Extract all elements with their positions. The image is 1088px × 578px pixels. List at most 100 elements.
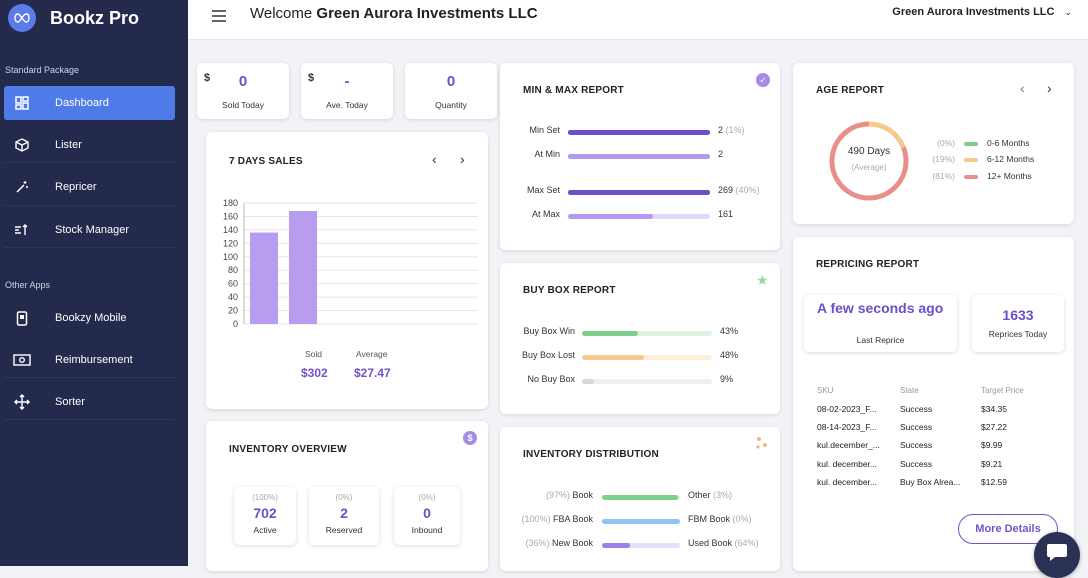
row-label: At Max — [531, 209, 560, 219]
y-tick-label: 160 — [223, 211, 238, 221]
card-title: BUY BOX REPORT — [523, 285, 616, 296]
repricing-report-card: REPRICING REPORT A few seconds ago Last … — [793, 237, 1074, 571]
dollar-icon: $ — [463, 431, 477, 445]
legend-swatch — [964, 175, 978, 179]
bar-fill — [568, 190, 710, 195]
table-cell: 08-02-2023_F... — [817, 404, 877, 414]
min-max-report-card: MIN & MAX REPORT ✓ Min Set 2 (1%) At Min 2 M… — [500, 63, 780, 250]
chat-button[interactable] — [1034, 532, 1080, 578]
legend-pct: (0%) — [937, 138, 955, 148]
table-cell: Buy Box Alrea... — [900, 476, 961, 487]
sidebar-item-lister[interactable]: Lister — [4, 128, 175, 162]
bar-fill — [582, 331, 638, 336]
sidebar-item-repricer[interactable]: Repricer — [4, 170, 175, 204]
last-reprice-value: A few seconds ago — [817, 300, 944, 316]
bar-track — [568, 154, 710, 159]
box-pct: (0%) — [418, 493, 436, 502]
bar-track — [582, 355, 712, 360]
divider — [4, 205, 175, 206]
account-dropdown[interactable]: Green Aurora Investments LLC ⌄ — [892, 6, 1072, 18]
card-title: 7 DAYS SALES — [229, 156, 303, 167]
box-pct: (0%) — [335, 493, 353, 502]
reprices-today-label: Reprices Today — [988, 329, 1048, 339]
dist-left-label: (97%) Book — [500, 490, 593, 500]
stat-ave-today: $ - Ave. Today — [301, 63, 393, 119]
y-tick-label: 20 — [228, 306, 238, 316]
table-header: State — [900, 386, 919, 395]
dist-right-label: FBM Book (0%) — [688, 514, 752, 524]
box-value: 0 — [423, 505, 431, 521]
row-value-number: 2 — [718, 149, 724, 159]
bar-track — [582, 331, 712, 336]
sales-bar-chart: 0 20 40 60 80 100 120 140 160 180 — [223, 198, 478, 329]
last-reprice-box: A few seconds ago Last Reprice — [804, 295, 957, 352]
card-title: REPRICING REPORT — [816, 259, 920, 270]
chevron-right-icon[interactable]: › — [1047, 80, 1052, 96]
sales-bar — [289, 211, 317, 324]
box-icon — [12, 138, 32, 152]
bar-fill — [602, 495, 678, 500]
table-cell: Success — [900, 422, 933, 433]
currency-symbol: $ — [204, 72, 211, 84]
legend-label: 6-12 Months — [987, 154, 1035, 164]
bar-fill — [582, 355, 645, 360]
y-tick-label: 60 — [228, 279, 238, 289]
card-title: INVENTORY OVERVIEW — [229, 444, 347, 455]
app-name: Bookz Pro — [50, 7, 140, 28]
row-value: 43% — [720, 326, 739, 336]
seven-days-sales-card: 7 DAYS SALES ‹ › 0 20 40 60 80 100 120 140 160 18… — [206, 132, 488, 409]
arrows-icon — [12, 394, 32, 410]
dist-right-label: Other (3%) — [688, 490, 732, 500]
divider — [4, 162, 175, 163]
donut-slice — [829, 121, 909, 201]
sidebar-item-bookzy-mobile[interactable]: Bookzy Mobile — [4, 301, 175, 335]
section-label-standard: Standard Package — [5, 65, 80, 75]
card-title: AGE REPORT — [816, 85, 885, 96]
chevron-right-icon[interactable]: › — [460, 151, 465, 167]
row-value: 9% — [720, 374, 734, 384]
table-cell: $27.22 — [981, 422, 1007, 433]
row-label: No Buy Box — [527, 374, 575, 384]
inventory-distribution-card: INVENTORY DISTRIBUTION (97%) Book Other (… — [500, 427, 780, 571]
chevron-left-icon[interactable]: ‹ — [432, 151, 437, 167]
divider — [4, 377, 175, 378]
bar-fill — [602, 519, 680, 524]
row-value: 2 (1%) — [718, 125, 745, 135]
divider — [4, 419, 175, 420]
row-label: Min Set — [529, 125, 560, 135]
row-label: Buy Box Lost — [521, 350, 575, 360]
age-donut-chart — [829, 121, 909, 201]
bar-fill — [602, 543, 631, 548]
chat-icon — [1047, 544, 1067, 561]
sidebar-item-reimbursement[interactable]: Reimbursement — [4, 343, 175, 377]
inventory-box-reserved: (0%) 2 Reserved — [309, 487, 379, 545]
app-logo[interactable]: Bookz Pro — [0, 0, 188, 36]
row-value-pct: (40%) — [733, 185, 760, 195]
dist-right-pct: (3%) — [710, 490, 733, 500]
mobile-icon — [12, 310, 32, 326]
sidebar-item-sorter[interactable]: Sorter — [4, 385, 175, 419]
company-name: Green Aurora Investments LLC — [316, 5, 538, 22]
average-label: Average — [356, 349, 388, 359]
row-value-number: 2 — [718, 125, 724, 135]
divider — [4, 247, 175, 248]
dist-right-name: Used Book — [688, 538, 733, 548]
stat-label: Ave. Today — [326, 100, 368, 110]
chevron-left-icon[interactable]: ‹ — [1020, 80, 1025, 96]
box-value: 2 — [340, 505, 348, 521]
donut-center-value: 490 Days — [847, 146, 891, 157]
row-value: 269 (40%) — [718, 185, 760, 195]
hamburger-menu-icon[interactable] — [212, 9, 226, 27]
row-label: Max Set — [526, 185, 560, 195]
row-label: At Min — [534, 149, 560, 159]
sidebar-item-dashboard[interactable]: Dashboard — [4, 86, 175, 120]
stat-label: Sold Today — [222, 100, 264, 110]
dist-left-pct: (97%) — [545, 490, 573, 500]
y-tick-label: 100 — [223, 252, 238, 262]
bar-track — [602, 543, 680, 548]
table-cell: kul.december_... — [817, 440, 880, 451]
sidebar-item-stock-manager[interactable]: Stock Manager — [4, 213, 175, 247]
sold-value: $302 — [301, 366, 328, 380]
buy-box-report-card: BUY BOX REPORT ★ Buy Box Win 43% Buy Box L… — [500, 263, 780, 414]
infinity-logo-icon — [8, 4, 36, 32]
